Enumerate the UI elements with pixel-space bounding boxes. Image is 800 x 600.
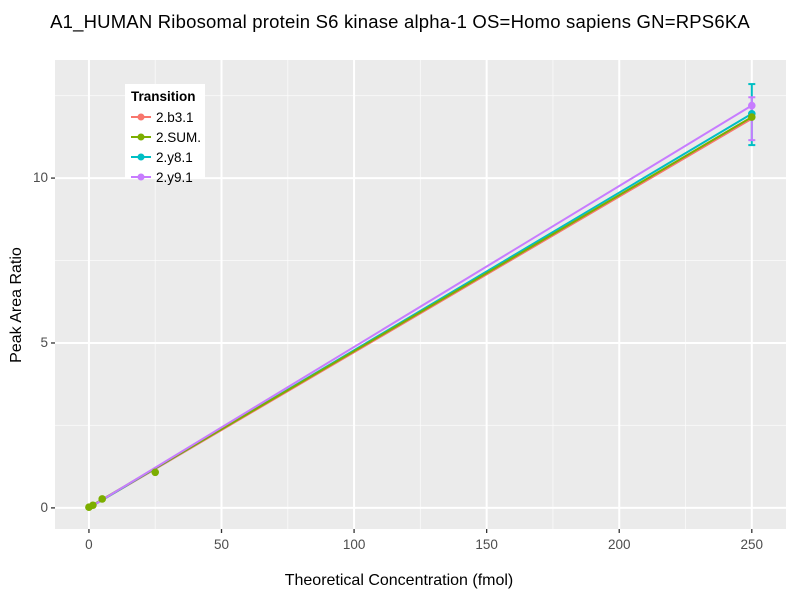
x-tick-label: 0 bbox=[85, 537, 93, 552]
legend-items: 2.b3.1 2.SUM. 2.y8.1 2.y9.1 bbox=[131, 107, 205, 187]
y-tick-label: 10 bbox=[32, 169, 48, 185]
legend-key-icon bbox=[131, 170, 151, 184]
legend-key-icon bbox=[131, 130, 151, 144]
legend-key-icon bbox=[131, 110, 151, 124]
legend-item-label: 2.SUM. bbox=[156, 129, 202, 145]
y-tick-label: 5 bbox=[40, 334, 48, 350]
x-tick-label: 200 bbox=[607, 537, 631, 552]
legend-key-dot bbox=[137, 113, 145, 121]
legend-item: 2.y8.1 bbox=[131, 147, 205, 167]
x-tick-label: 150 bbox=[475, 537, 498, 552]
x-axis-title: Theoretical Concentration (fmol) bbox=[284, 572, 514, 589]
x-tick-label: 50 bbox=[213, 537, 230, 552]
legend-key-dot bbox=[137, 153, 145, 161]
x-tick-label: 250 bbox=[740, 537, 764, 552]
series-line bbox=[88, 104, 753, 509]
chart-title: A1_HUMAN Ribosomal protein S6 kinase alp… bbox=[50, 11, 750, 32]
x-tick-label: 100 bbox=[342, 537, 366, 552]
legend-item-label: 2.y8.1 bbox=[156, 149, 193, 165]
legend-title: Transition bbox=[131, 89, 196, 104]
legend-box: Transition 2.b3.1 2.SUM. 2.y8.1 2.y9.1 bbox=[125, 84, 205, 185]
legend-item-label: 2.y9.1 bbox=[156, 169, 193, 185]
legend-item: 2.y9.1 bbox=[131, 167, 205, 187]
legend-item: 2.SUM. bbox=[131, 127, 205, 147]
data-point bbox=[98, 495, 106, 503]
legend-item: 2.b3.1 bbox=[131, 107, 205, 127]
data-point bbox=[747, 113, 756, 121]
legend-key-icon bbox=[131, 150, 151, 164]
series-line bbox=[88, 116, 753, 509]
data-point bbox=[747, 101, 756, 110]
y-tick-label: 0 bbox=[40, 499, 48, 515]
legend-key-dot bbox=[137, 133, 145, 141]
data-point bbox=[89, 501, 97, 510]
data-point bbox=[151, 468, 160, 477]
legend-item-label: 2.b3.1 bbox=[156, 109, 194, 125]
legend-key-dot bbox=[137, 173, 145, 181]
